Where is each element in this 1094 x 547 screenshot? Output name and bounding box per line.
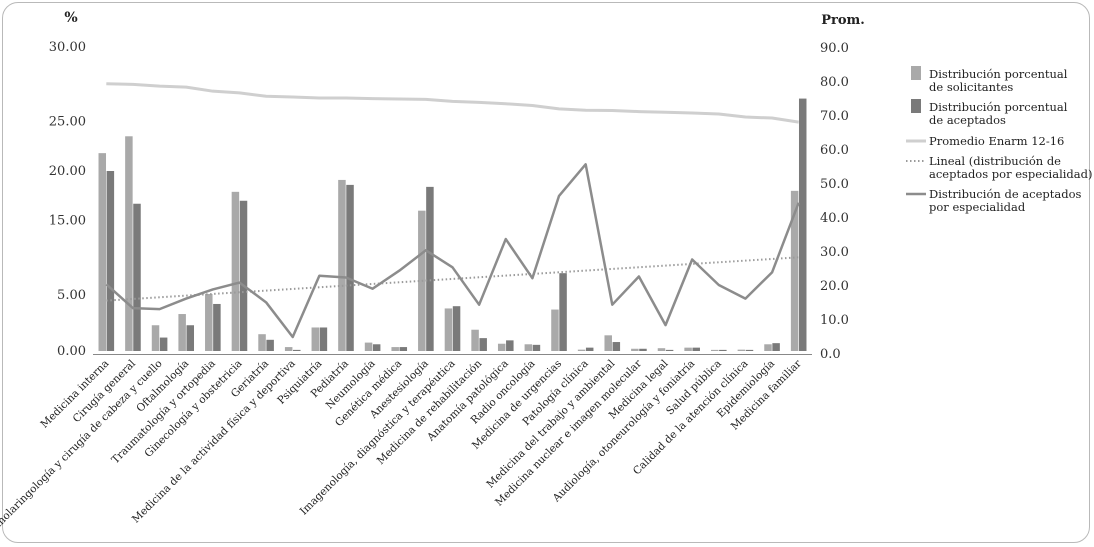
line-promedio-enarm — [106, 82, 799, 124]
bar-aceptados — [479, 338, 487, 351]
bar-solicitantes — [391, 347, 399, 351]
bar-solicitantes — [364, 342, 373, 351]
bar-solicitantes — [125, 136, 133, 351]
bar-solicitantes — [684, 347, 692, 351]
bar-aceptados — [346, 184, 354, 351]
left-tick-label: 15.00 — [49, 214, 86, 229]
bar-aceptados — [426, 186, 434, 351]
bar-aceptados — [399, 347, 408, 351]
left-tick-label: 25.00 — [49, 114, 86, 129]
bar-solicitantes — [524, 344, 533, 351]
legend-swatch-bar — [911, 66, 921, 80]
bar-solicitantes — [577, 349, 586, 351]
left-tick-label: 30.00 — [49, 40, 86, 55]
bar-solicitantes — [284, 347, 293, 351]
bar-aceptados — [585, 347, 594, 351]
right-tick-label: 80.0 — [820, 75, 849, 90]
right-tick-label: 20.0 — [820, 279, 849, 294]
right-tick-label: 90.0 — [820, 41, 849, 56]
legend-label: aceptados por especialidad) — [929, 167, 1093, 181]
bar-solicitantes — [151, 325, 160, 351]
bar-solicitantes — [178, 314, 186, 351]
bar-solicitantes — [764, 344, 772, 351]
bar-aceptados — [692, 347, 700, 351]
left-tick-label: 20.00 — [49, 164, 86, 179]
right-tick-label: 60.0 — [820, 143, 849, 158]
bar-aceptados — [612, 342, 621, 351]
bar-aceptados — [772, 343, 780, 351]
bar-aceptados — [319, 327, 328, 351]
bar-solicitantes — [258, 334, 266, 351]
bar-aceptados — [719, 349, 727, 351]
bar-aceptados — [133, 203, 141, 351]
right-tick-label: 50.0 — [820, 177, 849, 192]
bar-aceptados — [798, 98, 807, 351]
trendline-aceptados — [106, 256, 799, 302]
right-tick-label: 40.0 — [820, 211, 849, 226]
line-distribucion-aceptados — [105, 163, 800, 339]
bar-aceptados — [293, 349, 301, 351]
legend-label: por especialidad — [929, 200, 1026, 214]
bar-aceptados — [506, 340, 514, 351]
right-tick-label: 70.0 — [820, 109, 849, 124]
bar-solicitantes — [710, 349, 719, 351]
bar-aceptados — [239, 200, 248, 351]
bar-solicitantes — [311, 327, 320, 351]
bar-aceptados — [159, 337, 168, 351]
bar-aceptados — [559, 273, 567, 351]
bar-solicitantes — [338, 179, 346, 351]
legend-label: de solicitantes — [929, 80, 1013, 94]
bar-solicitantes — [631, 348, 639, 351]
bar-solicitantes — [790, 190, 799, 351]
bar-solicitantes — [231, 191, 240, 351]
bar-solicitantes — [551, 309, 559, 351]
legend-label: Distribución porcentual — [929, 67, 1068, 81]
bar-solicitantes — [444, 308, 453, 351]
bar-aceptados — [452, 306, 461, 351]
bar-solicitantes — [471, 329, 479, 351]
right-tick-label: 0.0 — [820, 347, 841, 362]
left-tick-label: 5.00 — [57, 288, 86, 303]
left-tick-label: 0.00 — [57, 344, 86, 359]
bar-solicitantes — [604, 335, 612, 351]
left-axis-title: % — [64, 10, 77, 26]
legend-label: Promedio Enarm 12-16 — [929, 134, 1064, 148]
legend-label: Distribución porcentual — [929, 100, 1068, 114]
right-tick-label: 30.0 — [820, 245, 849, 260]
bar-solicitantes — [737, 349, 746, 351]
bar-aceptados — [186, 325, 195, 351]
bar-aceptados — [266, 339, 274, 351]
legend-label: Lineal (distribución de — [929, 154, 1061, 168]
legend-label: Distribución de aceptados — [929, 187, 1082, 201]
bar-solicitantes — [497, 343, 506, 351]
bar-solicitantes — [205, 294, 213, 351]
right-tick-label: 10.0 — [820, 313, 849, 328]
legend-label: de aceptados — [929, 113, 1006, 127]
bar-aceptados — [745, 349, 754, 351]
bar-aceptados — [106, 171, 115, 351]
bar-aceptados — [532, 344, 541, 351]
bar-solicitantes — [98, 153, 107, 351]
bar-solicitantes — [657, 348, 666, 351]
bar-aceptados — [213, 303, 221, 351]
bar-aceptados — [639, 348, 647, 351]
bar-aceptados — [372, 344, 381, 351]
right-axis-title: Prom. — [821, 13, 865, 28]
legend-swatch-bar — [911, 99, 921, 113]
bar-aceptados — [665, 349, 674, 351]
